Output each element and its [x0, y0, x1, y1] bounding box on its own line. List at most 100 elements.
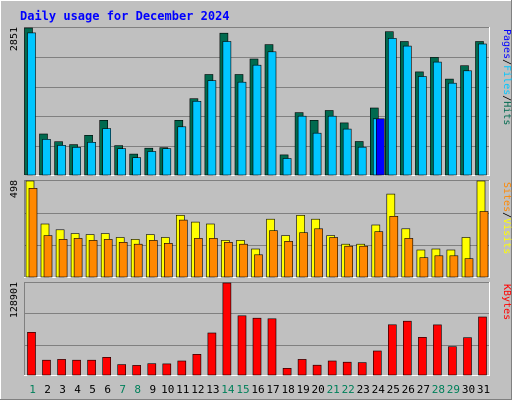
bar-files-day-23 [357, 146, 367, 176]
bar-files-day-27 [418, 76, 427, 176]
bar-kbytes-day-11 [177, 360, 187, 376]
bar-kbytes-day-21 [327, 360, 337, 376]
legend-separator: / [501, 212, 512, 218]
x-tick-label-day-2: 2 [44, 383, 51, 396]
bar-sites-day-21 [329, 237, 339, 278]
x-tick-label-day-23: 23 [357, 383, 370, 396]
bar-sites-day-14 [224, 242, 233, 278]
x-tick-label-day-11: 11 [176, 383, 189, 396]
bar-sites-day-10 [164, 243, 173, 278]
x-tick-label-day-6: 6 [104, 383, 111, 396]
bar-files-day-28 [433, 61, 442, 176]
bar-files-day-26 [402, 45, 412, 176]
panel-visits-legend: Sites/Visits [501, 182, 512, 254]
x-tick-label-day-12: 12 [191, 383, 204, 396]
panel-hits-max-label: 2851 [9, 27, 20, 51]
bar-kbytes-day-17 [267, 318, 277, 376]
bar-files-day-5 [87, 142, 96, 176]
bar-kbytes-day-23 [357, 362, 367, 376]
bar-kbytes-day-19 [297, 359, 307, 376]
bar-kbytes-day-27 [418, 336, 427, 376]
bar-kbytes-day-31 [478, 316, 487, 376]
bar-sites-day-17 [269, 230, 278, 278]
bar-kbytes-day-8 [132, 365, 141, 376]
bar-sites-day-24 [374, 231, 384, 278]
bar-sites-day-26 [404, 238, 414, 278]
bar-sites-day-6 [103, 239, 113, 278]
bar-sites-day-13 [209, 238, 218, 278]
x-tick-label-day-25: 25 [387, 383, 400, 396]
bar-files-day-29 [448, 82, 457, 176]
legend-separator: / [501, 59, 512, 65]
bar-kbytes-day-30 [463, 337, 472, 376]
legend-hits: Hits [501, 101, 512, 125]
legend-sites: Sites [501, 182, 512, 212]
bar-files-day-9 [147, 151, 157, 176]
bar-files-day-17 [267, 51, 277, 176]
bar-kbytes-day-2 [42, 359, 51, 376]
x-tick-label-day-27: 27 [417, 383, 430, 396]
bar-kbytes-day-26 [402, 320, 412, 376]
x-tick-label-day-4: 4 [74, 383, 81, 396]
bar-sites-day-28 [434, 255, 444, 278]
bar-files-day-21 [327, 115, 337, 176]
bar-kbytes-day-25 [387, 324, 397, 376]
bar-sites-day-9 [149, 240, 158, 278]
x-tick-label-day-30: 30 [462, 383, 475, 396]
bar-pages-day-24 [375, 118, 385, 176]
x-tick-label-day-13: 13 [206, 383, 219, 396]
x-tick-label-day-29: 29 [447, 383, 460, 396]
bar-kbytes-day-10 [162, 363, 172, 376]
bar-files-day-7 [117, 148, 126, 176]
x-tick-label-day-3: 3 [59, 383, 66, 396]
bar-files-day-13 [207, 80, 217, 176]
bar-sites-day-15 [239, 243, 248, 278]
bar-files-day-2 [42, 139, 51, 176]
x-tick-label-day-28: 28 [432, 383, 445, 396]
bar-files-day-18 [282, 158, 292, 176]
x-tick-label-day-14: 14 [221, 383, 235, 396]
bar-files-day-14 [222, 41, 232, 176]
bar-files-day-12 [192, 101, 202, 176]
x-tick-label-day-22: 22 [342, 383, 355, 396]
bar-sites-day-7 [118, 242, 128, 278]
x-tick-label-day-21: 21 [327, 383, 340, 396]
bar-kbytes-day-3 [57, 359, 66, 376]
bar-sites-day-16 [254, 254, 263, 278]
x-tick-label-day-5: 5 [89, 383, 96, 396]
bar-sites-day-31 [479, 211, 489, 278]
bar-files-day-15 [237, 81, 247, 176]
bar-kbytes-day-18 [282, 367, 292, 376]
bar-files-day-31 [478, 43, 487, 176]
x-tick-label-day-31: 31 [477, 383, 490, 396]
bar-kbytes-day-13 [207, 332, 217, 376]
legend-pages: Pages [501, 29, 512, 59]
bar-files-day-25 [387, 38, 397, 176]
x-tick-label-day-26: 26 [402, 383, 415, 396]
bar-files-day-3 [57, 145, 66, 176]
legend-kbytes: KBytes [501, 284, 512, 320]
legend-visits: Visits [501, 218, 512, 254]
panel-kbytes-legend: KBytes [501, 284, 512, 320]
bar-sites-day-30 [464, 258, 474, 278]
bar-kbytes-day-12 [192, 353, 202, 376]
bar-kbytes-day-28 [433, 324, 442, 376]
x-tick-label-day-10: 10 [161, 383, 174, 396]
bar-kbytes-day-20 [312, 364, 322, 376]
bar-kbytes-day-1 [27, 331, 36, 376]
bar-files-day-30 [463, 70, 472, 176]
bar-files-day-19 [297, 115, 307, 176]
bar-kbytes-day-7 [117, 364, 126, 376]
bar-files-day-22 [342, 128, 352, 176]
x-tick-label-day-7: 7 [119, 383, 126, 396]
x-tick-label-day-17: 17 [266, 383, 279, 396]
bar-sites-day-29 [449, 255, 459, 278]
bar-sites-day-19 [299, 232, 308, 278]
bar-files-day-6 [102, 128, 111, 176]
bar-kbytes-day-5 [87, 359, 96, 376]
bar-files-day-8 [132, 157, 141, 176]
bar-files-day-20 [312, 132, 322, 176]
bar-files-day-1 [27, 32, 36, 176]
bar-files-day-16 [252, 64, 262, 176]
